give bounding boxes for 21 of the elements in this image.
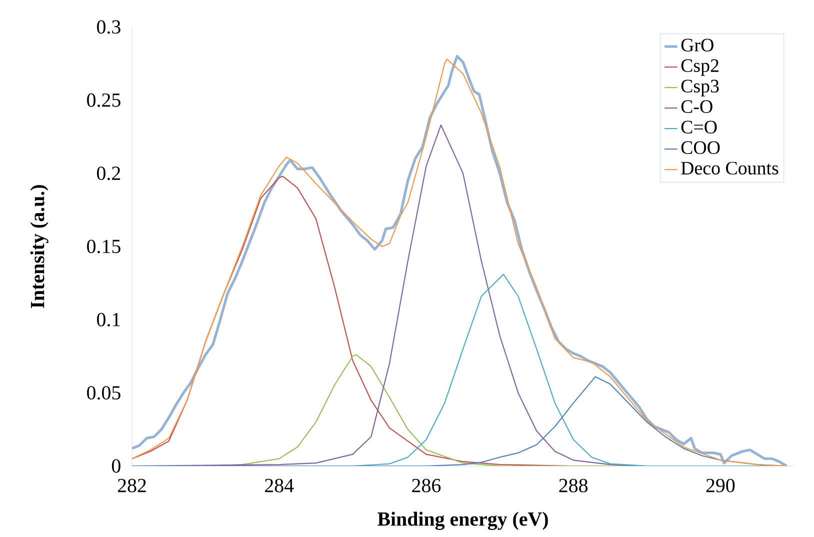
legend-label: Csp2: [681, 59, 718, 76]
x-tick-label: 286: [412, 478, 441, 492]
y-tick-label: 0.25: [87, 93, 120, 107]
y-axis-title: Intensity (a.u.): [30, 185, 48, 308]
legend-label: Deco Counts: [681, 162, 778, 175]
legend-label: GrO: [681, 38, 714, 52]
y-tick-label: 0.15: [87, 240, 120, 254]
legend-label: C-O: [681, 100, 712, 114]
x-tick-label: 290: [706, 478, 735, 492]
y-tick-label: 0.05: [87, 386, 120, 400]
y-tick-label: 0: [112, 459, 120, 473]
legend-label: C=O: [681, 120, 717, 134]
x-axis-title: Binding energy (eV): [378, 512, 548, 530]
legend-label: COO: [681, 141, 720, 154]
y-tick-label: 0.2: [97, 166, 120, 180]
legend-label: Csp3: [681, 80, 719, 96]
x-tick-label: 288: [559, 478, 588, 492]
y-tick-label: 0.1: [97, 312, 120, 326]
y-tick-label: 0.3: [97, 20, 120, 34]
x-tick-label: 282: [118, 478, 146, 492]
x-tick-label: 284: [265, 478, 294, 492]
